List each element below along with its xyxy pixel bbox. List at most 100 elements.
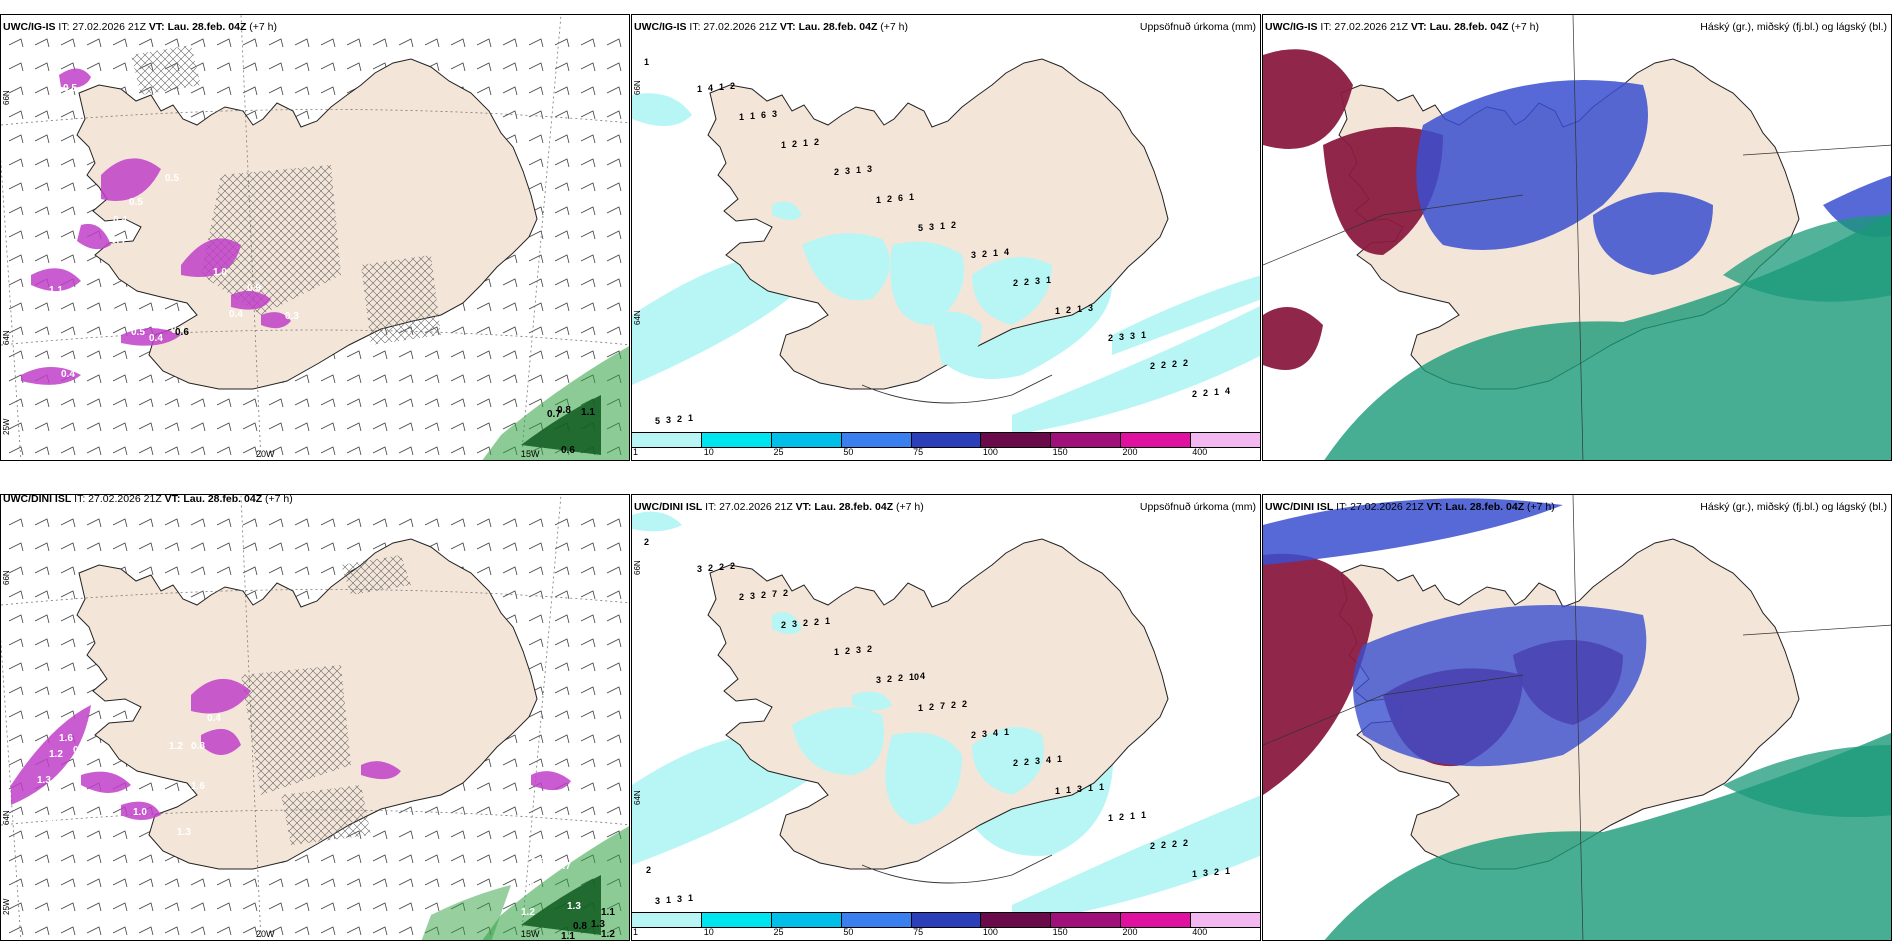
precip-value-label: 1.3: [37, 775, 51, 786]
wind-barb: [398, 398, 414, 408]
precip-value-label: 2: [971, 730, 976, 740]
precip-value-label: 1.1: [561, 931, 575, 941]
precip-value-label: 1: [1055, 306, 1060, 316]
wind-barb: [8, 854, 24, 864]
precip-value-label: 3: [1088, 303, 1093, 313]
wind-barb: [346, 878, 362, 888]
precip-green-core: [521, 875, 601, 935]
wind-barb: [34, 254, 50, 264]
map-canvas: 66N64N1151211221232523221222432331111663…: [632, 57, 1260, 435]
wind-barb: [502, 878, 518, 888]
wind-barb: [190, 902, 206, 912]
wind-barb: [8, 206, 24, 216]
wind-barb: [86, 926, 102, 936]
wind-barb: [580, 326, 596, 336]
wind-barb: [268, 62, 284, 72]
wind-barb: [8, 158, 24, 168]
wind-barb: [346, 854, 362, 864]
wind-barb: [606, 566, 622, 576]
boundary-line: [1742, 624, 1891, 636]
wind-barb: [476, 398, 492, 408]
wind-barb: [86, 542, 102, 552]
wind-barb: [190, 398, 206, 408]
wind-barb: [424, 374, 440, 384]
colorbar-swatch: [981, 433, 1052, 447]
wind-barb: [502, 782, 518, 792]
wind-barb: [112, 302, 128, 312]
precip-value-label: 2: [1214, 867, 1219, 877]
precip-purple-area: [121, 328, 181, 346]
precip-value-label: 1: [1046, 275, 1051, 285]
wind-barb: [60, 350, 76, 360]
wind-barb: [34, 230, 50, 240]
wind-barb: [424, 398, 440, 408]
wind-barb: [8, 662, 24, 672]
wind-barb: [606, 734, 622, 744]
wind-barb: [346, 398, 362, 408]
wind-barb: [34, 566, 50, 576]
wind-barb: [554, 278, 570, 288]
precip-value-label: 1: [1099, 782, 1104, 792]
wind-barb: [398, 878, 414, 888]
wind-barb: [502, 734, 518, 744]
model-label: UWC/DINI ISL: [1265, 501, 1334, 513]
wind-barb: [528, 662, 544, 672]
wind-barb: [580, 182, 596, 192]
wind-barb: [34, 422, 50, 432]
wind-barb: [502, 830, 518, 840]
wind-barb: [34, 590, 50, 600]
wind-barb: [320, 62, 336, 72]
wind-barb: [86, 374, 102, 384]
boundary-line: [1263, 674, 1524, 746]
precip-value-label: 0.6: [175, 327, 189, 338]
lon-label: 20W: [256, 449, 275, 459]
wind-barb: [502, 542, 518, 552]
wind-barb: [8, 398, 24, 408]
wind-barb: [606, 62, 622, 72]
gridline: [1, 329, 629, 346]
precip-value-label: 0.3: [285, 311, 299, 322]
precip-value-label: 3: [845, 166, 850, 176]
precip-value-label: 1: [697, 84, 702, 94]
wind-barb: [112, 830, 128, 840]
map-panel-top-left: 0.5 0.5 0.5 0.4 0.4 0.7 1.1 0.5 1.0 0.9 0.4 0.4 0.5 0…: [0, 14, 630, 461]
wind-barb: [580, 806, 596, 816]
boundary-line: [1572, 495, 1584, 940]
wind-barb: [34, 902, 50, 912]
lat-label: 64N: [2, 810, 11, 825]
precip-value-label: 1: [1130, 811, 1135, 821]
wind-barb: [8, 278, 24, 288]
wind-barb: [424, 878, 440, 888]
precip-value-label: 2: [1013, 758, 1018, 768]
wind-barb: [502, 614, 518, 624]
wind-barb: [242, 86, 258, 96]
precip-value-label: 4: [1046, 755, 1051, 765]
precip-value-label: 2: [1013, 278, 1018, 288]
wind-barb: [86, 62, 102, 72]
panel-title: Háský (gr.), miðský (fj.bl.) og lágský (…: [1700, 501, 1887, 513]
wind-barb: [320, 446, 336, 456]
wind-barb: [86, 710, 102, 720]
wind-barb: [424, 830, 440, 840]
wind-barb: [528, 806, 544, 816]
precip-value-label: 3: [792, 619, 797, 629]
wind-barb: [8, 926, 24, 936]
wind-barb: [450, 830, 466, 840]
precip-value-label: 3: [772, 109, 777, 119]
init-time: IT: 27.02.2026 21Z: [58, 21, 146, 33]
lat-label: 25W: [2, 418, 11, 435]
wind-barb: [8, 614, 24, 624]
colorbar-tick-label: 150: [1052, 447, 1068, 457]
wind-barb: [476, 566, 492, 576]
wind-barb: [580, 686, 596, 696]
wind-barb: [528, 254, 544, 264]
precip-purple-area: [77, 223, 111, 250]
wind-barb: [502, 590, 518, 600]
wind-barb: [606, 182, 622, 192]
wind-barb: [580, 230, 596, 240]
precip-value-label: 1.3: [177, 827, 191, 838]
wind-barb: [528, 302, 544, 312]
precip-value-label: 2: [730, 81, 735, 91]
wind-barb: [606, 518, 622, 528]
map-canvas: 1.61.21.3 1.20.50.5 1.00.80.41.61.31.21.10…: [1, 495, 629, 941]
